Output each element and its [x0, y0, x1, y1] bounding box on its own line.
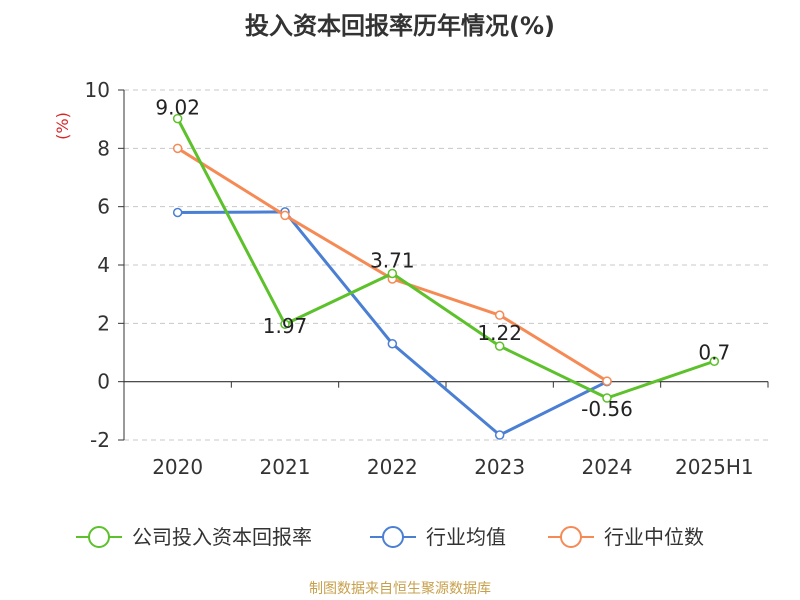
chart-title: 投入资本回报率历年情况(%) — [245, 12, 555, 40]
data-label: 9.02 — [155, 96, 200, 120]
data-point — [494, 310, 505, 320]
data-point — [709, 356, 720, 366]
legend-circle-icon — [88, 526, 110, 548]
legend-item[interactable]: 行业均值 — [370, 525, 506, 549]
y-tick-label: 8 — [97, 136, 110, 160]
y-tick-label: 2 — [97, 311, 110, 335]
x-tick-label: 2022 — [367, 455, 418, 479]
x-tick-label: 2025H1 — [675, 455, 754, 479]
data-point — [602, 376, 612, 386]
data-point — [172, 143, 183, 154]
data-label: 1.97 — [263, 314, 308, 338]
data-point — [172, 207, 183, 218]
data-label: 1.22 — [477, 321, 522, 345]
axes: -2 0 2 4 6 8 10 2020 2021 2022 2023 2024 2025H1 (%) — [53, 78, 769, 479]
y-tick-label: 0 — [97, 370, 110, 394]
data-point — [387, 339, 398, 349]
series-lines — [172, 113, 720, 440]
y-tick-label: -2 — [90, 428, 110, 452]
legend[interactable]: 公司投入资本回报率 行业均值 行业中位数 — [76, 525, 704, 549]
x-tick-label: 2024 — [582, 455, 633, 479]
y-tick-label: 10 — [85, 78, 110, 102]
x-tick-label: 2020 — [152, 455, 203, 479]
legend-circle-icon — [560, 526, 582, 548]
series-line-0 — [176, 117, 716, 400]
data-point — [280, 210, 290, 221]
data-label: 0.7 — [698, 340, 730, 364]
data-label: -0.56 — [581, 397, 633, 421]
y-tick-label: 4 — [97, 253, 110, 277]
data-point — [387, 268, 398, 279]
data-labels: 9.02 1.97 3.71 1.22 -0.56 0.7 — [155, 96, 730, 421]
legend-label: 行业均值 — [426, 525, 506, 549]
y-axis-label: (%) — [53, 112, 72, 140]
x-tick-label: 2021 — [260, 455, 311, 479]
legend-circle-icon — [382, 526, 404, 548]
legend-item[interactable]: 公司投入资本回报率 — [76, 525, 312, 549]
data-point — [172, 113, 183, 124]
legend-label: 公司投入资本回报率 — [132, 525, 312, 549]
y-tick-label: 6 — [97, 195, 110, 219]
data-point — [602, 393, 612, 403]
data-point — [280, 319, 290, 329]
data-point — [494, 430, 505, 440]
legend-label: 行业中位数 — [604, 525, 704, 549]
source-note: 制图数据来自恒生聚源数据库 — [309, 581, 491, 597]
data-point — [494, 341, 505, 351]
data-label: 3.71 — [370, 248, 415, 272]
legend-item[interactable]: 行业中位数 — [548, 525, 704, 549]
x-tick-label: 2023 — [474, 455, 525, 479]
